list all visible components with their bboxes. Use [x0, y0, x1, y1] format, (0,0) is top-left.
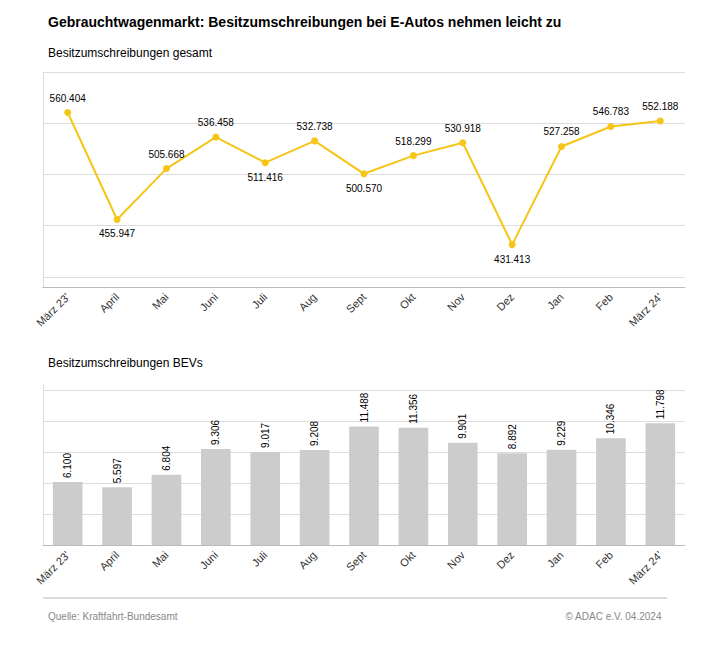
svg-text:8.892: 8.892: [507, 424, 518, 449]
svg-text:Nov: Nov: [445, 548, 468, 571]
svg-text:© ADAC e.V. 04.2024: © ADAC e.V. 04.2024: [565, 611, 661, 622]
svg-text:Gebrauchtwagenmarkt: Besitzums: Gebrauchtwagenmarkt: Besitzumschreibunge…: [48, 14, 561, 30]
svg-text:Aug: Aug: [297, 291, 319, 313]
svg-text:Aug: Aug: [297, 549, 319, 571]
svg-text:Juni: Juni: [197, 291, 220, 314]
svg-text:April: April: [97, 549, 121, 573]
svg-text:500.570: 500.570: [346, 183, 383, 194]
svg-text:6.100: 6.100: [62, 453, 73, 478]
svg-text:5.597: 5.597: [112, 458, 123, 483]
svg-text:Jan: Jan: [545, 291, 566, 312]
svg-text:Quelle: Kraftfahrt-Bundesamt: Quelle: Kraftfahrt-Bundesamt: [48, 611, 178, 622]
svg-text:527.258: 527.258: [543, 126, 580, 137]
svg-text:Feb: Feb: [593, 291, 615, 313]
svg-text:Juli: Juli: [249, 291, 269, 311]
svg-text:Okt: Okt: [397, 291, 418, 312]
svg-text:536.458: 536.458: [198, 117, 235, 128]
svg-text:9.306: 9.306: [210, 419, 221, 444]
svg-text:9.017: 9.017: [260, 422, 271, 447]
svg-text:10.346: 10.346: [605, 403, 616, 434]
svg-text:505.668: 505.668: [148, 149, 185, 160]
svg-text:6.804: 6.804: [161, 445, 172, 470]
svg-text:April: April: [97, 291, 121, 315]
svg-text:März 24': März 24': [627, 291, 665, 329]
svg-text:Besitzumschreibungen gesamt: Besitzumschreibungen gesamt: [48, 46, 213, 60]
svg-text:9.229: 9.229: [556, 420, 567, 445]
svg-text:518.299: 518.299: [395, 136, 432, 147]
svg-text:546.783: 546.783: [593, 106, 630, 117]
svg-text:Nov: Nov: [445, 290, 468, 313]
svg-text:Dez: Dez: [494, 291, 516, 313]
svg-text:431.413: 431.413: [494, 254, 531, 265]
svg-text:560.404: 560.404: [50, 93, 87, 104]
svg-text:11.798: 11.798: [655, 389, 666, 419]
svg-text:Besitzumschreibungen BEVs: Besitzumschreibungen BEVs: [48, 356, 203, 370]
svg-text:März 24': März 24': [627, 549, 665, 587]
svg-text:Sept: Sept: [344, 549, 368, 573]
svg-text:11.356: 11.356: [408, 393, 419, 423]
svg-text:Dez: Dez: [494, 549, 516, 571]
svg-text:Mai: Mai: [150, 549, 171, 570]
svg-text:Sept: Sept: [344, 291, 368, 315]
svg-text:Juli: Juli: [249, 549, 269, 569]
svg-text:Juni: Juni: [197, 549, 220, 572]
svg-text:511.416: 511.416: [248, 172, 284, 183]
svg-text:11.488: 11.488: [359, 392, 370, 422]
svg-text:März 23': März 23': [34, 291, 72, 329]
svg-text:März 23': März 23': [34, 549, 72, 587]
svg-text:552.188: 552.188: [642, 101, 679, 112]
svg-text:455.947: 455.947: [99, 228, 136, 239]
svg-text:9.208: 9.208: [309, 420, 320, 445]
svg-text:9.901: 9.901: [457, 413, 468, 438]
svg-text:532.738: 532.738: [297, 121, 334, 132]
svg-text:Feb: Feb: [593, 549, 615, 571]
svg-text:Mai: Mai: [150, 291, 171, 312]
svg-text:530.918: 530.918: [445, 123, 482, 134]
svg-text:Okt: Okt: [397, 549, 418, 570]
svg-text:Jan: Jan: [545, 549, 566, 570]
